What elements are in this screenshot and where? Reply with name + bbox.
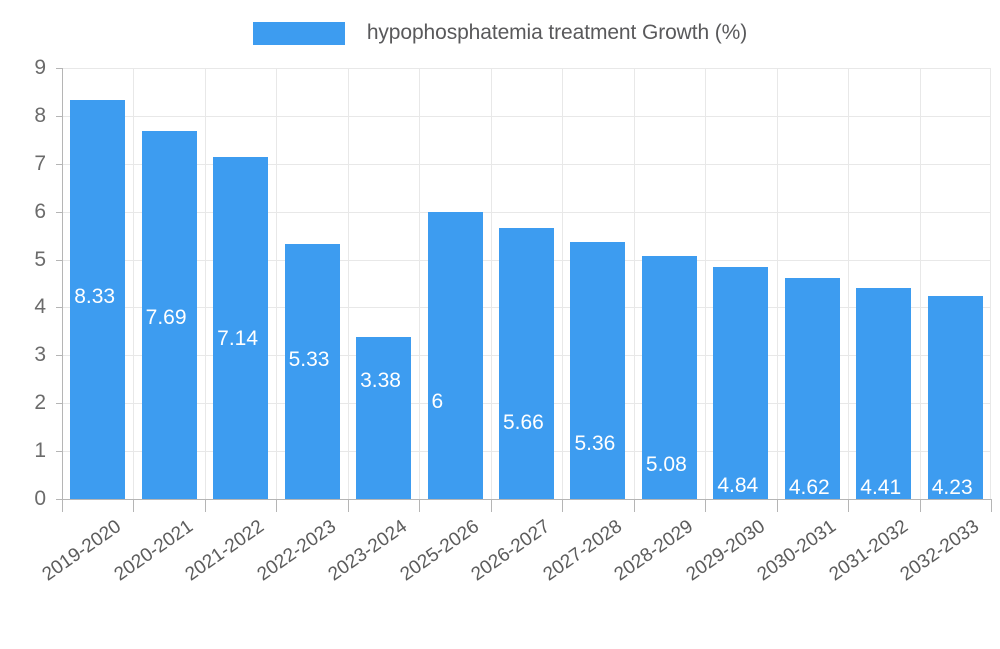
x-axis-tick-mark [62,500,63,512]
bar-value-label: 3.38 [360,369,401,392]
gridline-vertical [705,68,706,499]
y-axis-tick-mark [56,163,62,165]
x-axis-line [62,499,992,500]
y-axis-tick-mark [56,115,62,117]
gridline-horizontal [62,115,991,117]
bar[interactable] [213,157,269,499]
y-axis-tick-mark [56,403,62,405]
y-axis-tick-label: 5 [34,247,46,271]
y-axis-tick-mark [56,499,62,500]
y-axis-tick-label: 6 [34,199,46,223]
y-axis-tick-label: 0 [34,487,46,510]
bar-value-label: 8.33 [74,285,116,308]
x-axis-tick-mark [920,500,921,512]
gridline-vertical [133,68,134,499]
gridline-vertical [777,68,778,499]
y-axis-line [62,68,63,500]
bar[interactable] [641,255,697,499]
y-axis-tick-label: 4 [34,295,46,319]
gridline-vertical [276,68,277,499]
y-axis-tick-label: 9 [34,56,46,79]
bar[interactable] [784,277,840,499]
y-axis-tick-label: 8 [34,103,46,127]
bar[interactable] [141,130,197,499]
bar[interactable] [427,211,483,499]
bar[interactable] [356,337,412,499]
x-axis-tick-mark [777,500,778,512]
gridline-horizontal [62,163,991,165]
bar[interactable] [927,296,983,499]
plot-frame [62,68,991,499]
gridline-vertical [848,68,849,499]
y-axis-tick-mark [56,259,62,261]
y-axis-tick-mark [56,355,62,357]
y-axis-tick-label: 7 [34,151,46,175]
legend-swatch-icon [252,21,345,45]
bar[interactable] [284,243,340,499]
gridline-horizontal [62,211,991,213]
bar-value-label: 4.23 [931,476,973,499]
bar-value-label: 5.33 [288,348,330,371]
bar[interactable] [856,287,912,499]
bar-value-label: 5.66 [502,411,544,434]
x-axis-tick-mark [419,500,420,512]
y-axis-tick-label: 1 [34,439,46,463]
bar-chart: hypophosphatemia treatment Growth (%) 0 1… [0,16,1000,585]
bar-value-label: 6 [431,390,444,413]
bar[interactable] [570,242,626,499]
y-axis-tick-label: 2 [34,391,46,415]
x-axis-tick-mark [276,500,277,512]
bar-value-label: 5.08 [645,453,687,476]
legend-item-growth[interactable]: hypophosphatemia treatment Growth (%) [252,21,748,45]
y-axis-tick-label: 3 [34,343,46,367]
legend-label: hypophosphatemia treatment Growth (%) [366,21,748,44]
x-axis-tick-mark [133,500,134,512]
gridline-vertical [562,68,563,499]
gridline-vertical [920,68,921,499]
y-axis-tick-mark [56,451,62,453]
gridline-vertical [634,68,635,499]
y-axis-tick-mark [56,211,62,213]
x-axis-tick-mark [991,500,992,512]
bar-value-label: 7.69 [145,306,187,329]
gridline-vertical [419,68,420,499]
gridline-vertical [205,68,206,499]
bar-value-label: 4.84 [717,474,759,497]
y-axis-tick-mark [56,68,62,69]
bar-value-label: 4.62 [788,476,830,499]
gridline-vertical [491,68,492,499]
x-axis-tick-mark [205,500,206,512]
bar[interactable] [70,100,126,499]
bar-value-label: 4.41 [860,476,902,499]
chart-legend: hypophosphatemia treatment Growth (%) [0,16,1000,50]
plot-area: 8.33 7.69 7.14 5.33 3.38 6 5.66 5.36 5.08 4.84 4.6… [62,68,991,500]
bar-value-label: 5.36 [574,432,616,455]
x-axis-tick-mark [348,500,349,512]
bar-value-label: 7.14 [217,327,259,350]
y-axis-tick-mark [56,307,62,309]
bar[interactable] [713,267,769,499]
x-axis-tick-mark [562,500,563,512]
x-axis-tick-mark [634,500,635,512]
gridline-vertical [348,68,349,499]
bar[interactable] [498,227,554,499]
x-axis-tick-mark [491,500,492,512]
x-axis-tick-mark [848,500,849,512]
x-axis-tick-mark [705,500,706,512]
